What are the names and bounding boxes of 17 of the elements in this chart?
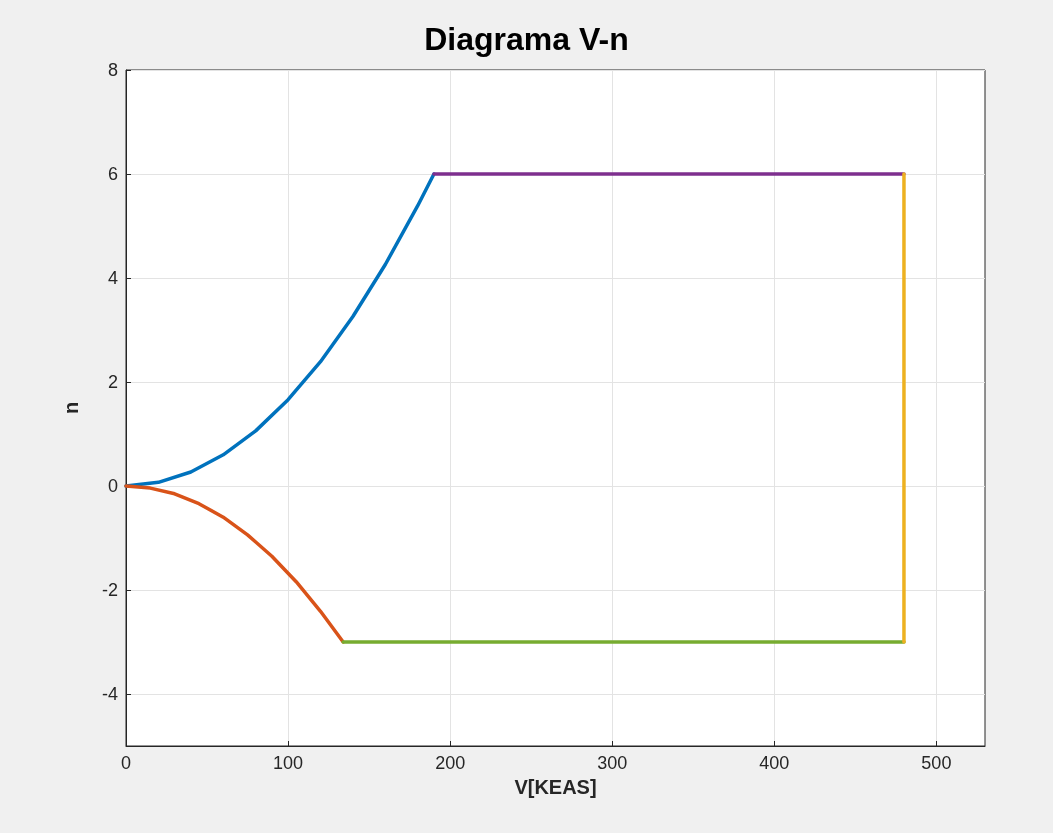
y-tick-label: -2 bbox=[101, 580, 118, 600]
x-tick-label: 100 bbox=[273, 753, 304, 773]
y-axis-title: n bbox=[60, 401, 82, 415]
x-tick-label: 400 bbox=[759, 753, 790, 773]
chart-title: Diagrama V-n bbox=[424, 21, 629, 57]
line-series bbox=[124, 484, 345, 644]
y-tick-label: 0 bbox=[107, 476, 118, 496]
y-tick-label: 4 bbox=[107, 268, 118, 288]
x-tick-label: 0 bbox=[120, 753, 132, 773]
x-axis-title: V[KEAS] bbox=[514, 775, 597, 798]
y-tick-label: -4 bbox=[101, 684, 118, 704]
y-tick-label: 6 bbox=[107, 164, 118, 184]
x-tick-label: 500 bbox=[921, 753, 952, 773]
x-tick-label: 300 bbox=[597, 753, 628, 773]
y-tick-label: 8 bbox=[107, 60, 118, 80]
y-tick-label: 2 bbox=[107, 372, 118, 392]
x-tick-label: 200 bbox=[435, 753, 466, 773]
